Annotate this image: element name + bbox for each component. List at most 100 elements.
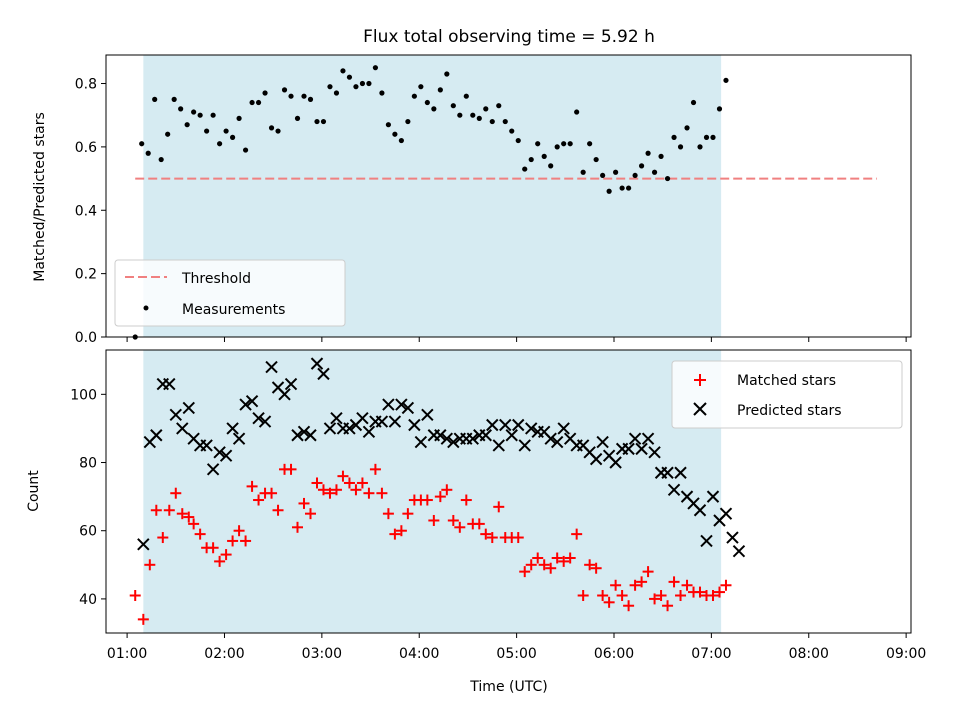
predicted-stars-point	[219, 449, 233, 462]
predicted-stars-point	[732, 544, 746, 558]
measurement-point	[548, 163, 554, 169]
measurement-point	[561, 141, 567, 147]
measurement-point	[619, 185, 625, 191]
matched-stars-point	[240, 535, 252, 547]
predicted-stars-point	[182, 401, 195, 415]
y-tick-label: 0.0	[75, 330, 97, 346]
matched-stars-point	[545, 562, 557, 574]
matched-stars-point	[324, 487, 336, 499]
matched-stars-point	[246, 480, 258, 492]
measurement-point	[288, 93, 294, 99]
measurement-point	[385, 122, 391, 128]
predicted-stars-point	[466, 432, 480, 445]
predicted-stars-points	[137, 357, 746, 558]
measurement-point	[664, 175, 671, 182]
matched-stars-point	[144, 559, 156, 571]
y-tick-label: 40	[79, 592, 97, 608]
matched-stars-point	[603, 596, 615, 608]
measurement-point	[483, 106, 489, 112]
matched-stars-point	[460, 494, 472, 506]
measurement-point	[632, 172, 638, 179]
matched-stars-point	[434, 491, 446, 503]
legend: Threshold Measurements	[114, 259, 346, 327]
measurement-point	[671, 134, 677, 140]
measurement-point	[411, 93, 417, 99]
predicted-stars-point	[635, 442, 648, 456]
measurement-point	[697, 144, 703, 150]
matched-stars-point	[285, 463, 297, 475]
measurement-point	[567, 141, 573, 147]
legend-measurements-swatch	[143, 305, 149, 311]
measurement-point	[580, 169, 586, 175]
measurement-point	[541, 153, 547, 159]
predicted-stars-point	[596, 435, 609, 449]
matched-stars-point	[519, 566, 531, 578]
predicted-stars-point	[310, 357, 324, 370]
predicted-stars-point	[525, 422, 538, 435]
measurement-point	[346, 74, 353, 80]
matched-stars-point	[183, 511, 195, 523]
predicted-stars-point	[169, 408, 182, 421]
measurement-point	[165, 131, 171, 137]
measurement-point	[613, 169, 619, 175]
predicted-stars-point	[641, 432, 655, 445]
legend: Matched stars Predicted stars	[671, 360, 903, 429]
matched-stars-point	[577, 589, 589, 601]
matched-stars-point	[616, 589, 628, 601]
legend-predicted-swatch	[693, 402, 707, 416]
matched-stars-point	[571, 528, 583, 540]
predicted-stars-point	[512, 418, 525, 432]
measurement-point	[723, 77, 729, 83]
predicted-stars-point	[200, 439, 213, 452]
matched-stars-point	[350, 484, 362, 496]
measurement-point	[444, 71, 450, 77]
measurement-point	[470, 112, 476, 118]
matched-stars-point	[311, 477, 323, 489]
matched-stars-point	[447, 514, 459, 526]
measurement-point	[716, 106, 723, 112]
predicted-stars-point	[356, 411, 369, 425]
matched-stars-point	[655, 589, 667, 601]
measurement-point	[314, 118, 320, 125]
predicted-stars-point	[557, 422, 570, 435]
measurement-point	[690, 99, 697, 106]
matched-stars-point	[337, 470, 349, 482]
measurement-point	[327, 84, 333, 90]
x-tick-label: 09:00	[886, 646, 926, 662]
matched-stars-point	[538, 559, 550, 571]
matched-stars-point	[675, 589, 687, 601]
predicted-stars-point	[239, 398, 252, 411]
matched-stars-points	[129, 463, 732, 625]
measurement-point	[255, 99, 262, 106]
matched-stars-point	[266, 487, 278, 499]
matched-stars-point	[720, 579, 732, 591]
predicted-stars-point	[163, 377, 176, 391]
measurement-point	[236, 115, 242, 121]
chart-title: Flux total observing time = 5.92 h	[363, 27, 655, 47]
matched-stars-point	[188, 518, 200, 530]
legend-measurements-label: Measurements	[182, 302, 285, 318]
predicted-stars-point	[499, 418, 512, 432]
measurement-point	[398, 137, 404, 144]
matched-stars-point	[227, 535, 239, 547]
predicted-stars-point	[265, 360, 278, 374]
predicted-stars-point	[401, 401, 415, 415]
measurement-point	[677, 144, 684, 150]
x-tick-label: 06:00	[594, 646, 634, 662]
y-tick-label: 0.8	[75, 77, 97, 93]
matched-stars-point	[292, 521, 304, 533]
predicted-stars-point	[137, 538, 150, 551]
measurement-point	[496, 103, 502, 109]
measurement-point	[210, 112, 216, 118]
y-tick-label: 0.2	[75, 267, 97, 283]
predicted-stars-point	[628, 432, 642, 445]
measurement-point	[359, 80, 366, 87]
measurement-point	[294, 115, 301, 121]
matched-stars-point	[493, 501, 505, 513]
predicted-stars-point	[440, 432, 454, 445]
matched-stars-point	[137, 613, 149, 625]
measurement-point	[158, 156, 164, 163]
measurement-point	[710, 134, 716, 140]
measurement-point	[528, 156, 534, 163]
